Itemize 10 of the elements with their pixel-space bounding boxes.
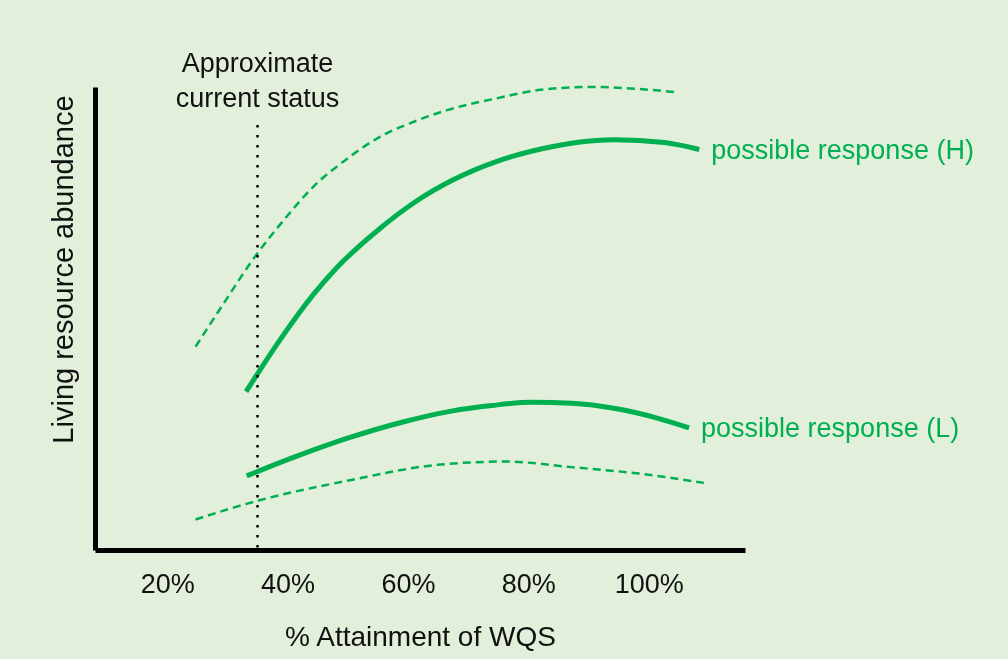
x-tick-label: 40% [261,568,316,599]
x-tick-label: 100% [614,568,684,599]
series-label: possible response (H) [711,134,974,165]
ref-line-label: Approximate current status [175,48,340,113]
x-tick-label: 60% [381,568,436,599]
series-label: possible response (L) [701,412,960,443]
x-tick-label: 80% [501,568,556,599]
x-axis-title: % Attainment of WQS [285,620,556,652]
y-axis-title: Living resource abundance [46,95,79,444]
x-tick-label: 20% [140,568,195,599]
